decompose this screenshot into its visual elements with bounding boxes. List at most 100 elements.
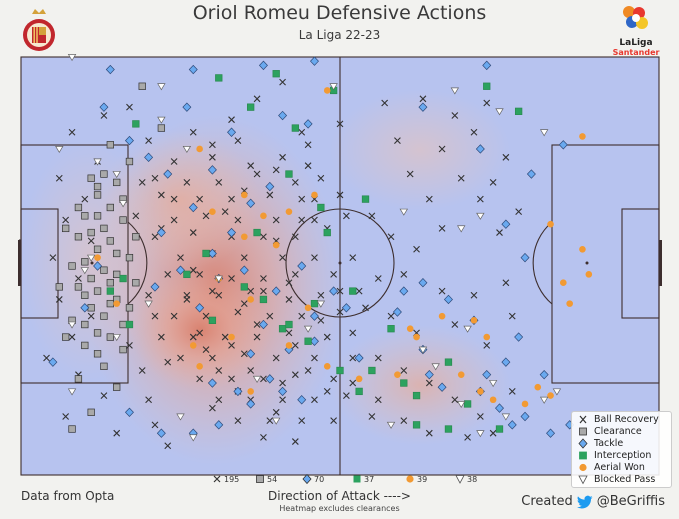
point-clearance-38 — [106, 237, 114, 245]
point-recovery-38 — [279, 254, 286, 262]
legend-marker-recovery — [579, 415, 587, 424]
point-recovery-127 — [387, 233, 395, 241]
point-recovery-100 — [43, 354, 50, 362]
point-aerial-13 — [189, 342, 197, 349]
point-aerial-3 — [285, 208, 293, 215]
point-tackle-64 — [514, 332, 524, 342]
point-recovery-30 — [189, 229, 197, 236]
point-blocked-12 — [86, 254, 96, 262]
point-aerial-23 — [483, 333, 491, 341]
point-tackle-50 — [501, 219, 511, 229]
point-recovery-177 — [349, 329, 357, 337]
point-blocked-19 — [463, 325, 472, 333]
point-interception-25 — [400, 379, 408, 387]
point-blocked-7 — [55, 146, 64, 154]
point-aerial-10 — [304, 304, 312, 312]
count-marker-interception — [353, 475, 361, 483]
point-recovery-113 — [126, 103, 133, 111]
point-tackle-14 — [227, 227, 237, 238]
point-recovery-72 — [196, 375, 204, 383]
point-recovery-87 — [291, 438, 299, 445]
point-recovery-51 — [285, 296, 293, 303]
point-aerial-24 — [457, 371, 465, 378]
point-tackle-7 — [303, 119, 313, 129]
point-clearance-35 — [68, 425, 76, 433]
created-label: Created — [521, 494, 573, 509]
point-recovery-121 — [502, 153, 510, 161]
point-tackle-36 — [246, 399, 256, 409]
point-tackle-49 — [526, 169, 536, 179]
point-aerial-36 — [94, 254, 101, 261]
point-tackle-58 — [482, 369, 492, 380]
chart-title: Oriol Romeu Defensive Actions — [192, 2, 487, 24]
point-recovery-183 — [202, 346, 210, 353]
point-recovery-64 — [285, 329, 293, 337]
point-recovery-190 — [272, 408, 280, 416]
point-clearance-23 — [93, 329, 102, 337]
count-value-clearance: 54 — [267, 474, 278, 484]
count-value-aerial: 39 — [417, 474, 428, 484]
point-recovery-19 — [228, 195, 235, 203]
point-recovery-39 — [311, 254, 318, 262]
point-recovery-29 — [151, 233, 159, 241]
point-tackle-44 — [99, 102, 109, 112]
point-recovery-49 — [215, 291, 223, 299]
point-recovery-157 — [189, 266, 197, 274]
point-recovery-184 — [247, 367, 255, 374]
scatter-marks — [43, 54, 593, 450]
point-recovery-102 — [100, 392, 108, 399]
point-recovery-168 — [170, 195, 178, 203]
point-interception-9 — [202, 249, 210, 258]
point-recovery-52 — [317, 291, 325, 299]
count-tackle: 70 — [302, 474, 324, 484]
point-recovery-60 — [157, 333, 165, 341]
point-clearance-21 — [100, 312, 108, 320]
point-tackle-57 — [437, 382, 447, 392]
point-aerial-29 — [547, 392, 554, 399]
point-clearance-22 — [81, 320, 89, 329]
point-clearance-46 — [100, 170, 108, 178]
point-aerial-21 — [438, 312, 446, 320]
point-tackle-42 — [80, 303, 90, 313]
point-recovery-18 — [196, 195, 204, 203]
point-clearance-33 — [113, 383, 121, 391]
point-recovery-20 — [266, 191, 274, 199]
point-blocked-16 — [112, 334, 121, 342]
point-clearance-34 — [87, 408, 95, 416]
point-aerial-1 — [241, 191, 248, 199]
point-clearance-1 — [157, 124, 166, 132]
point-recovery-186 — [304, 367, 312, 374]
point-blocked-37 — [539, 396, 549, 404]
point-tackle-61 — [507, 420, 517, 430]
count-value-tackle: 70 — [314, 474, 325, 484]
point-recovery-47 — [145, 291, 152, 299]
point-interception-26 — [495, 425, 504, 433]
point-interception-33 — [361, 195, 370, 203]
heatmap-note: Heatmap excludes clearances — [279, 504, 400, 513]
point-interception-31 — [125, 320, 134, 329]
count-marker-aerial — [406, 475, 414, 483]
point-recovery-109 — [164, 442, 172, 450]
point-recovery-58 — [298, 312, 306, 320]
point-recovery-166 — [336, 120, 344, 128]
point-recovery-158 — [209, 287, 216, 295]
point-recovery-2 — [228, 116, 235, 124]
point-recovery-43 — [228, 275, 235, 282]
point-recovery-96 — [75, 275, 82, 282]
count-value-blocked: 38 — [467, 474, 478, 484]
point-interception-20 — [444, 358, 453, 366]
legend-label-recovery: Ball Recovery — [594, 414, 659, 425]
point-aerial-14 — [196, 363, 203, 370]
point-recovery-82 — [234, 417, 242, 425]
point-tackle-39 — [156, 428, 166, 438]
point-blocked-17 — [418, 346, 428, 354]
point-recovery-14 — [253, 170, 261, 178]
point-aerial-26 — [489, 396, 497, 404]
point-recovery-57 — [266, 312, 274, 320]
point-recovery-23 — [170, 216, 178, 224]
point-recovery-7 — [209, 153, 216, 161]
point-recovery-146 — [451, 396, 459, 404]
point-recovery-105 — [126, 342, 133, 349]
point-interception-10 — [183, 270, 191, 279]
point-recovery-54 — [170, 312, 178, 320]
